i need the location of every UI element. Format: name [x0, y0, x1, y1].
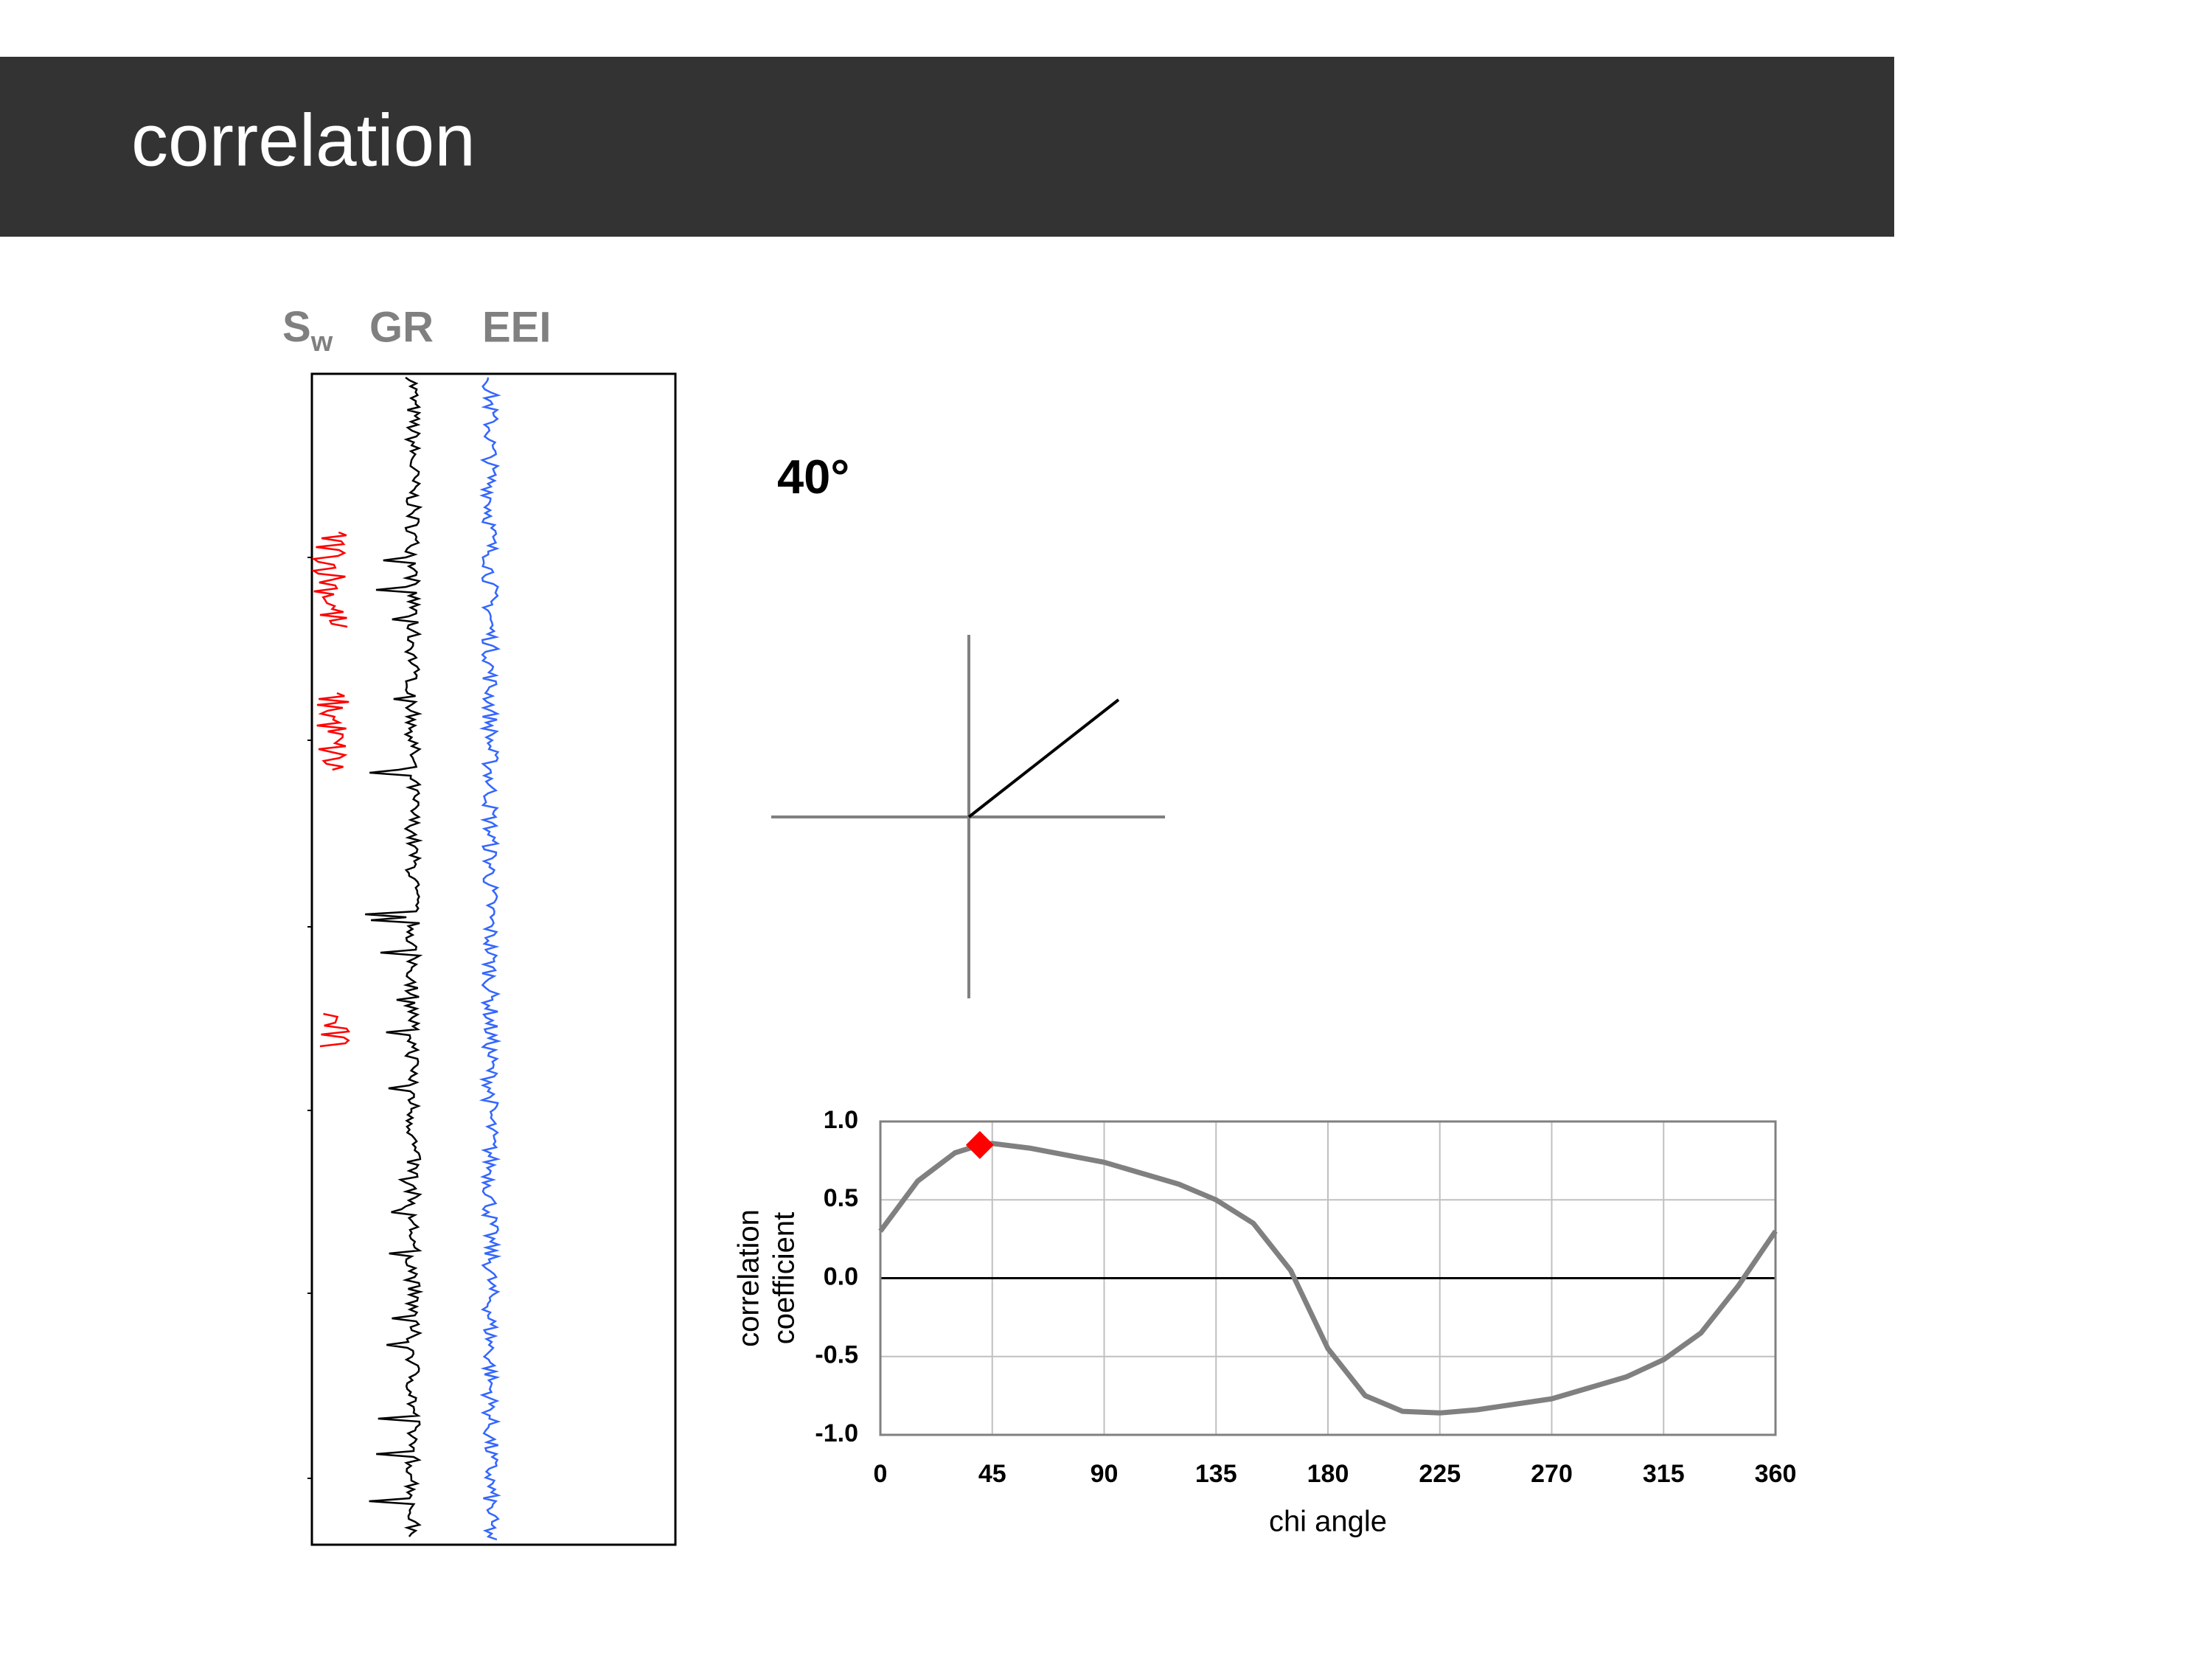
highlight-marker	[965, 1130, 994, 1159]
x-tick-label: 270	[1531, 1460, 1573, 1488]
y-tick-label: 1.0	[824, 1106, 858, 1134]
y-axis-label: correlation	[733, 1209, 765, 1347]
sw-subscript: w	[310, 327, 333, 358]
log-curve	[319, 1012, 351, 1048]
x-axis-label: chi angle	[1269, 1506, 1387, 1538]
y-tick-label: 0.5	[824, 1184, 858, 1212]
x-tick-label: 135	[1195, 1460, 1237, 1488]
gr-label: GR	[369, 303, 434, 351]
sw-letter: S	[282, 303, 311, 351]
sw-label: Sw	[282, 303, 333, 358]
depth-ticks	[307, 557, 312, 1479]
log-curve	[316, 692, 349, 771]
x-tick-label: 0	[874, 1460, 888, 1488]
log-frame	[310, 372, 677, 1546]
log-curve	[365, 376, 424, 1537]
y-tick-label: -1.0	[815, 1419, 858, 1447]
log-curve	[311, 531, 348, 628]
angle-diagram	[771, 635, 1165, 998]
eei-label: EEI	[482, 303, 552, 351]
angle-label: 40°	[777, 450, 849, 504]
log-labels: Sw GR EEI	[282, 303, 552, 358]
log-curve	[479, 377, 502, 1541]
angle-ray	[967, 698, 1120, 818]
x-tick-label: 90	[1091, 1460, 1119, 1488]
y-tick-label: -0.5	[815, 1341, 858, 1369]
header-title: correlation	[131, 99, 476, 181]
x-tick-label: 45	[978, 1460, 1006, 1488]
x-tick-label: 180	[1307, 1460, 1349, 1488]
x-tick-label: 360	[1755, 1460, 1797, 1488]
log-tracks	[311, 376, 502, 1541]
header-bar	[0, 57, 1894, 237]
y-axis-label: coefficient	[768, 1212, 801, 1344]
x-tick-label: 315	[1643, 1460, 1685, 1488]
y-tick-label: 0.0	[824, 1262, 858, 1290]
correlation-chart: 0 45 90 135 180 225 270 315 360 1.0 0.5 0.0 -0.5 -1.0…	[733, 1106, 1797, 1538]
x-tick-label: 225	[1419, 1460, 1461, 1488]
plot-frame	[879, 1120, 1777, 1436]
